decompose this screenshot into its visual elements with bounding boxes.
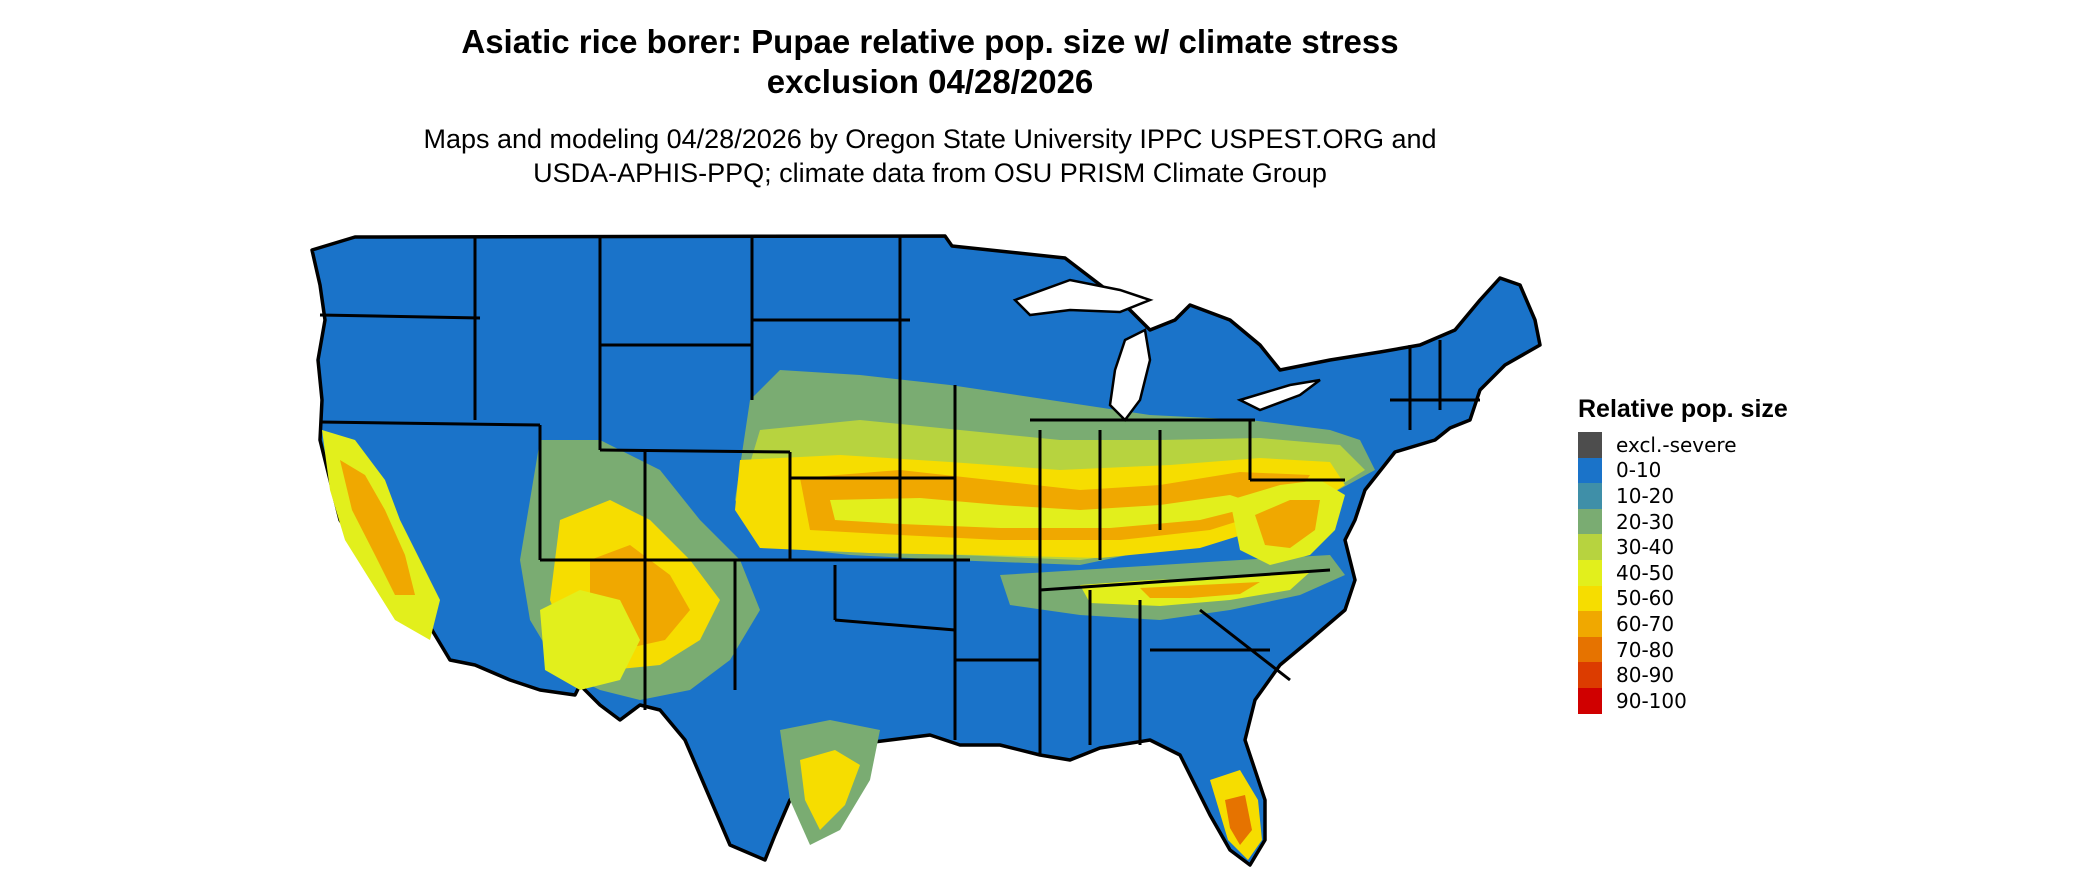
lake-superior: [1012, 278, 1154, 317]
state-borders: [319, 237, 1480, 755]
legend-label: 20-30: [1616, 509, 1675, 534]
legend-item: 20-30: [1578, 508, 1788, 535]
legend-item: 90-100: [1578, 687, 1788, 714]
map-legend: Relative pop. size excl.-severe 0-10 10-20…: [1578, 394, 1788, 714]
legend-label: 80-90: [1616, 663, 1675, 688]
legend-item: 40-50: [1578, 559, 1788, 586]
legend-swatch: [1578, 457, 1602, 484]
legend-label: 40-50: [1616, 560, 1675, 585]
legend-swatch: [1578, 636, 1602, 663]
legend-swatch: [1578, 483, 1602, 509]
florida-orange: [1225, 795, 1252, 845]
southeast-orange-band: [1140, 582, 1260, 598]
legend-item: 50-60: [1578, 585, 1788, 612]
lake-michigan: [1108, 328, 1152, 422]
legend-item: 70-80: [1578, 636, 1788, 663]
legend-title: Relative pop. size: [1578, 395, 1788, 423]
legend-rows: excl.-severe 0-10 10-20 20-30 30-40 40-50 50-6…: [1578, 432, 1788, 714]
legend-item: 60-70: [1578, 611, 1788, 637]
legend-item: 30-40: [1578, 534, 1788, 560]
legend-swatch: [1578, 585, 1602, 612]
us-pest-map: [310, 234, 1542, 867]
arizona-band: [540, 590, 640, 690]
subtitle-line-2: USDA-APHIS-PPQ; climate data from OSU PR…: [533, 158, 1327, 188]
legend-swatch: [1578, 432, 1602, 458]
legend-swatch: [1578, 611, 1602, 637]
california-orange: [340, 460, 415, 595]
legend-swatch: [1578, 687, 1602, 714]
legend-swatch: [1578, 662, 1602, 688]
legend-label: 10-20: [1616, 483, 1675, 508]
legend-label: 70-80: [1616, 637, 1675, 662]
legend-item: excl.-severe: [1578, 432, 1788, 458]
legend-label: 50-60: [1616, 586, 1675, 611]
legend-item: 80-90: [1578, 662, 1788, 688]
legend-label: 60-70: [1616, 611, 1675, 636]
legend-swatch: [1578, 559, 1602, 586]
title-line-1: Asiatic rice borer: Pupae relative pop. …: [461, 23, 1399, 60]
legend-label: 0-10: [1616, 458, 1662, 483]
texas-coast-yellow: [800, 750, 860, 830]
subtitle-line-1: Maps and modeling 04/28/2026 by Oregon S…: [423, 124, 1437, 154]
legend-label: excl.-severe: [1616, 432, 1737, 457]
legend-item: 10-20: [1578, 483, 1788, 509]
plains-yellow-inner: [830, 495, 1260, 528]
midatlantic-orange: [1255, 500, 1320, 548]
lake-erie: [1236, 378, 1321, 412]
map-title: Asiatic rice borer: Pupae relative pop. …: [0, 22, 1860, 102]
legend-label: 30-40: [1616, 535, 1675, 560]
legend-swatch: [1578, 508, 1602, 535]
map-subtitle: Maps and modeling 04/28/2026 by Oregon S…: [0, 122, 1860, 190]
title-line-2: exclusion 04/28/2026: [766, 63, 1094, 100]
legend-label: 90-100: [1616, 688, 1687, 713]
legend-swatch: [1578, 534, 1602, 560]
legend-item: 0-10: [1578, 457, 1788, 484]
